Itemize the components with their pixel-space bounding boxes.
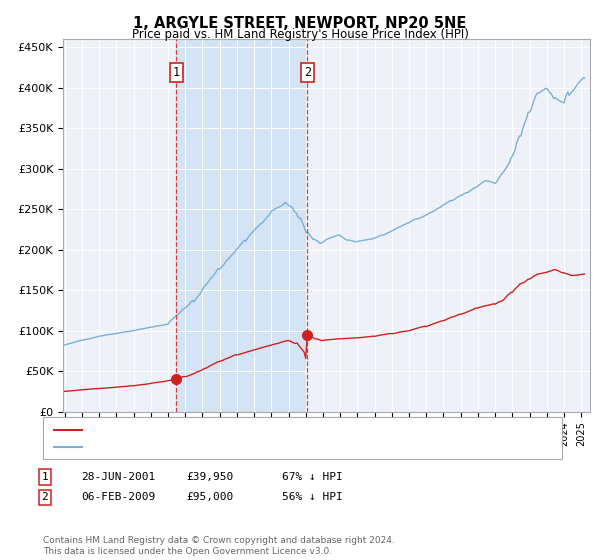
Text: 1, ARGYLE STREET, NEWPORT, NP20 5NE (detached house): 1, ARGYLE STREET, NEWPORT, NP20 5NE (det… [85,425,392,435]
Bar [176,39,307,412]
Text: 2: 2 [41,492,49,502]
Text: 2: 2 [304,66,311,79]
Text: 1: 1 [173,66,180,79]
Text: Contains HM Land Registry data © Crown copyright and database right 2024.
This d: Contains HM Land Registry data © Crown c… [43,536,395,556]
Text: Price paid vs. HM Land Registry's House Price Index (HPI): Price paid vs. HM Land Registry's House … [131,28,469,41]
Text: 1: 1 [41,472,49,482]
Text: 56% ↓ HPI: 56% ↓ HPI [282,492,343,502]
Text: 28-JUN-2001: 28-JUN-2001 [81,472,155,482]
Text: 1, ARGYLE STREET, NEWPORT, NP20 5NE: 1, ARGYLE STREET, NEWPORT, NP20 5NE [133,16,467,31]
Text: 06-FEB-2009: 06-FEB-2009 [81,492,155,502]
Text: 67% ↓ HPI: 67% ↓ HPI [282,472,343,482]
Text: £95,000: £95,000 [186,492,233,502]
Text: HPI: Average price, detached house, Newport: HPI: Average price, detached house, Newp… [85,442,322,451]
Text: £39,950: £39,950 [186,472,233,482]
